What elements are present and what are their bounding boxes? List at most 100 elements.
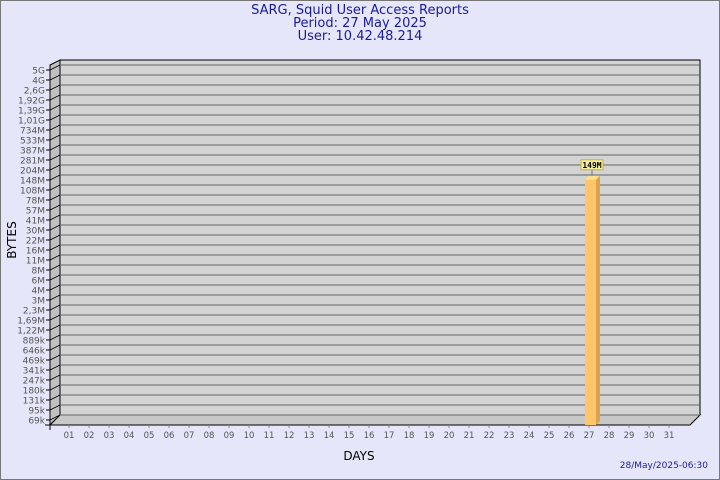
bar xyxy=(585,179,596,425)
y-tick-label: 4M xyxy=(32,287,46,297)
y-tick-label: 22M xyxy=(26,237,45,247)
x-tick-label: 09 xyxy=(224,431,235,441)
y-tick-label: 889k xyxy=(23,337,46,347)
gridline-side xyxy=(49,214,61,221)
x-tick-label: 11 xyxy=(264,431,275,441)
y-tick-label: 533M xyxy=(20,137,45,147)
gridline-side xyxy=(49,124,61,131)
x-tick-label: 27 xyxy=(584,431,595,441)
x-tick-label: 25 xyxy=(544,431,555,441)
y-tick-label: 387M xyxy=(20,147,45,157)
y-tick-label: 1,69M xyxy=(17,317,45,327)
x-tick-label: 12 xyxy=(284,431,295,441)
y-tick-label: 6M xyxy=(32,277,46,287)
gridline-side xyxy=(49,104,61,111)
x-tick-label: 31 xyxy=(664,431,675,441)
bar-top xyxy=(585,175,600,180)
x-tick-label: 24 xyxy=(524,431,535,441)
gridline-side xyxy=(49,324,61,331)
x-tick-label: 22 xyxy=(484,431,495,441)
x-axis-title: DAYS xyxy=(343,449,374,463)
y-tick-label: 2,6G xyxy=(24,87,45,97)
gridline-side xyxy=(49,134,61,141)
chart-user: User: 10.42.48.214 xyxy=(297,29,423,44)
gridline-side xyxy=(49,94,61,101)
y-tick-label: 204M xyxy=(20,167,45,177)
y-axis-title: BYTES xyxy=(5,221,19,258)
y-tick-label: 1,39G xyxy=(18,107,45,117)
x-tick-label: 30 xyxy=(644,431,655,441)
y-tick-label: 16M xyxy=(26,247,45,257)
x-tick-label: 28 xyxy=(604,431,615,441)
x-tick-label: 07 xyxy=(184,431,195,441)
gridline-side xyxy=(49,144,61,151)
x-tick-label: 21 xyxy=(464,431,475,441)
x-tick-label: 16 xyxy=(364,431,375,441)
y-tick-label: 341k xyxy=(23,367,46,377)
gridline-side xyxy=(49,344,61,351)
y-tick-label: 469k xyxy=(23,357,46,367)
y-tick-label: 11M xyxy=(26,257,45,267)
x-tick-label: 14 xyxy=(324,431,335,441)
gridline-side xyxy=(49,64,61,71)
y-tick-label: 41M xyxy=(26,217,45,227)
x-tick-label: 13 xyxy=(304,431,315,441)
gridline-side xyxy=(49,284,61,291)
gridline-side xyxy=(49,204,61,211)
y-tick-label: 1,92G xyxy=(18,97,45,107)
gridline-side xyxy=(49,254,61,261)
chart-title: SARG, Squid User Access Reports xyxy=(251,3,469,18)
x-tick-label: 19 xyxy=(424,431,435,441)
gridline-side xyxy=(49,244,61,251)
gridline-side xyxy=(49,364,61,371)
x-tick-label: 10 xyxy=(244,431,255,441)
gridline-side xyxy=(49,374,61,381)
x-tick-label: 15 xyxy=(344,431,355,441)
y-tick-label: 30M xyxy=(26,227,45,237)
y-tick-label: 8M xyxy=(32,267,46,277)
y-tick-label: 646k xyxy=(23,347,46,357)
y-tick-label: 78M xyxy=(26,197,45,207)
gridline-side xyxy=(49,84,61,91)
y-tick-label: 131k xyxy=(23,397,46,407)
gridline-side xyxy=(49,74,61,81)
y-tick-label: 108M xyxy=(20,187,45,197)
gridline-side xyxy=(49,154,61,161)
gridline-side xyxy=(49,194,61,201)
x-tick-label: 08 xyxy=(204,431,215,441)
gridline-side xyxy=(49,354,61,361)
x-tick-label: 01 xyxy=(64,431,75,441)
gridline-side xyxy=(49,314,61,321)
y-tick-label: 247k xyxy=(23,377,46,387)
back-wall xyxy=(59,59,701,416)
gridline-side xyxy=(49,184,61,191)
timestamp: 28/May/2025-06:30 xyxy=(619,461,708,471)
x-tick-label: 23 xyxy=(504,431,515,441)
x-tick-label: 03 xyxy=(104,431,115,441)
gridline-side xyxy=(49,304,61,311)
floor xyxy=(48,414,702,426)
x-tick-label: 26 xyxy=(564,431,575,441)
y-tick-label: 1,22M xyxy=(17,327,45,337)
chart-period: Period: 27 May 2025 xyxy=(293,16,427,31)
bar-side xyxy=(596,175,600,425)
x-tick-label: 29 xyxy=(624,431,635,441)
y-tick-label: 69k xyxy=(28,417,45,427)
y-tick-label: 57M xyxy=(26,207,45,217)
side-wall xyxy=(49,59,61,427)
y-tick-label: 95k xyxy=(28,407,45,417)
gridline-side xyxy=(49,274,61,281)
y-tick-label: 180k xyxy=(23,387,46,397)
gridline-side xyxy=(49,234,61,241)
y-tick-label: 3M xyxy=(32,297,46,307)
gridline-side xyxy=(49,384,61,391)
y-tick-label: 281M xyxy=(20,157,45,167)
y-tick-label: 5G xyxy=(32,67,45,77)
y-tick-label: 4G xyxy=(32,77,45,87)
gridline-side xyxy=(49,394,61,401)
data-label-box xyxy=(580,159,604,171)
x-tick-label: 18 xyxy=(404,431,415,441)
gridline-side xyxy=(49,404,61,411)
x-tick-label: 06 xyxy=(164,431,175,441)
